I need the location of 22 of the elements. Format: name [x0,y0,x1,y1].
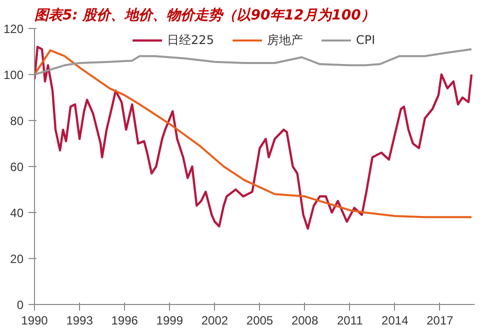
chart-title: 图表5: 股价、地价、物价走势（以90年12月为100） [34,8,375,24]
x-tick-label: 1996 [111,314,138,328]
x-tick-label: 1999 [156,314,184,328]
x-tick-label: 1993 [66,314,94,328]
y-tick-label: 0 [16,298,24,312]
x-tick-label: 2011 [336,314,364,328]
y-tick-label: 40 [10,206,24,220]
legend-label: CPI [356,33,376,47]
line-series [34,48,472,76]
legend-label: 房地产 [266,32,303,48]
x-tick-label: 2008 [291,314,318,328]
x-tick-label: 2014 [382,314,409,328]
y-tick-label: 60 [10,160,24,174]
x-tick-label: 2002 [201,314,228,328]
y-tick-label: 20 [10,252,24,266]
y-tick-label: 80 [10,114,24,128]
x-tick-label: 2017 [426,314,454,328]
x-tick-label: 2005 [246,314,274,328]
y-tick-label: 120 [3,22,24,36]
x-tick-label: 1990 [21,314,48,328]
y-tick-label: 100 [3,68,24,82]
legend-label: 日经225 [167,32,214,48]
